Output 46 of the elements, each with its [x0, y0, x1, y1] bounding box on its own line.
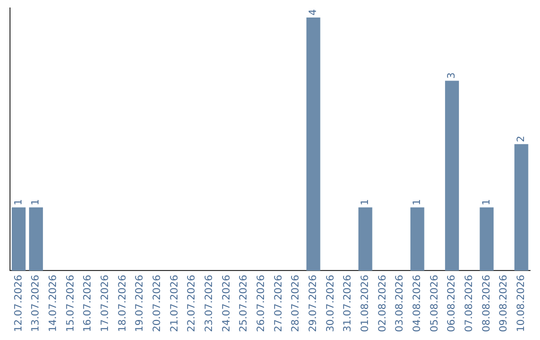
data-label: 1 — [360, 199, 371, 206]
x-tick-label: 02.08.2026 — [377, 274, 388, 332]
x-tick-label: 08.08.2026 — [481, 274, 492, 332]
data-label: 4 — [308, 9, 319, 16]
x-tick-label: 21.07.2026 — [169, 274, 180, 332]
x-tick-label: 23.07.2026 — [204, 274, 215, 332]
x-tick-label: 16.07.2026 — [82, 274, 94, 332]
x-tick-label: 17.07.2026 — [100, 274, 111, 332]
x-tick-label: 09.08.2026 — [498, 274, 510, 332]
x-tick-label: 18.07.2026 — [117, 274, 128, 332]
data-label: 1 — [481, 199, 492, 206]
x-tick-label: 12.07.2026 — [13, 274, 24, 332]
bar — [410, 207, 424, 271]
x-tick-label: 19.07.2026 — [134, 274, 146, 332]
data-label: 1 — [412, 199, 423, 206]
x-tick-label: 20.07.2026 — [152, 274, 163, 332]
bar — [12, 207, 26, 271]
x-tick-label: 06.08.2026 — [446, 274, 458, 332]
x-tick-label: 01.08.2026 — [360, 274, 371, 332]
bar — [480, 207, 494, 271]
x-tick-label: 27.07.2026 — [273, 274, 284, 332]
data-label: 2 — [516, 136, 527, 142]
x-tick-label: 30.07.2026 — [325, 274, 336, 332]
x-tick-label: 24.07.2026 — [221, 274, 232, 332]
x-tick-label: 26.07.2026 — [256, 274, 267, 332]
data-label: 3 — [446, 72, 458, 79]
x-tick-label: 22.07.2026 — [186, 274, 198, 332]
x-tick-label: 05.08.2026 — [429, 274, 440, 332]
x-tick-label: 14.07.2026 — [48, 274, 59, 332]
x-tick-label: 07.08.2026 — [464, 274, 475, 332]
x-tick-label: 29.07.2026 — [308, 274, 319, 332]
x-tick-label: 31.07.2026 — [342, 274, 354, 332]
x-tick-label: 15.07.2026 — [65, 274, 76, 332]
x-tick-label: 28.07.2026 — [290, 274, 302, 332]
x-tick-label: 03.08.2026 — [394, 274, 406, 332]
bar — [29, 207, 43, 271]
data-label: 1 — [30, 199, 42, 206]
bar — [306, 17, 320, 271]
x-tick-label: 04.08.2026 — [412, 274, 423, 332]
bar — [358, 207, 372, 271]
x-tick-label: 10.08.2026 — [516, 274, 527, 332]
data-label: 1 — [13, 199, 24, 206]
x-tick-label: 25.07.2026 — [238, 274, 250, 332]
bar — [445, 80, 459, 271]
x-tick-label: 13.07.2026 — [30, 274, 42, 332]
bar — [514, 144, 528, 271]
